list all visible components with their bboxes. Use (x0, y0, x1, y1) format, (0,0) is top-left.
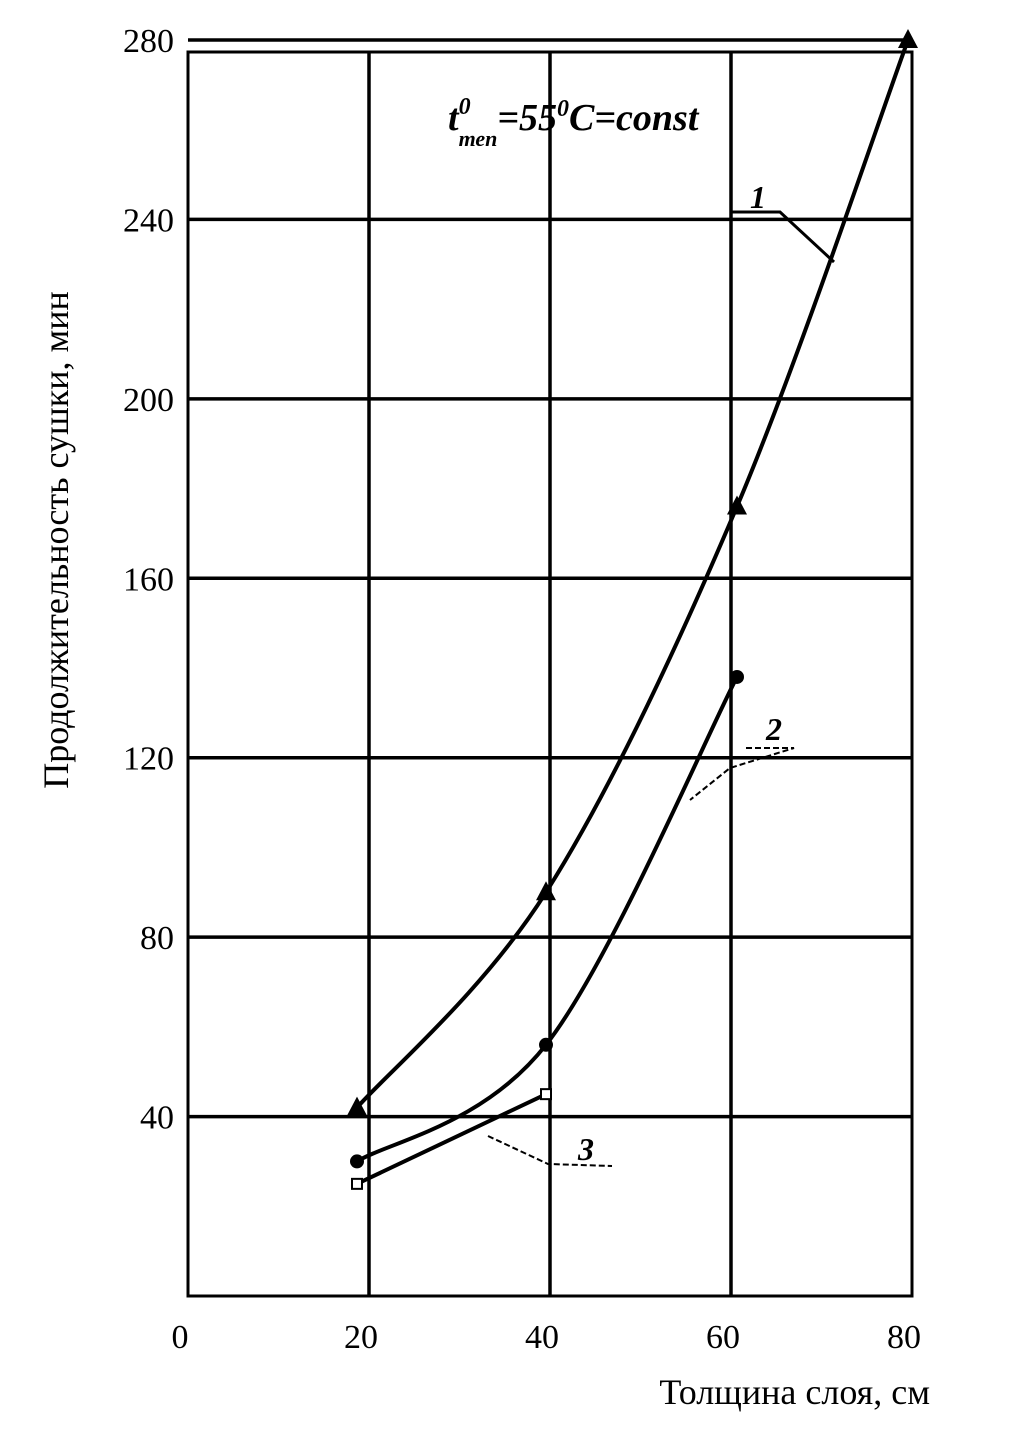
curves (355, 39, 910, 1186)
y-axis-title: Продолжительность сушки, мин (36, 291, 76, 789)
series-2-point (539, 1037, 553, 1052)
series-3-point (351, 1177, 363, 1190)
tick-labels: 0 20 40 60 80 40 80 120 160 200 240 280 (123, 23, 921, 1356)
leader-2 (689, 747, 795, 801)
series-1-point (347, 1096, 367, 1116)
leader-3 (487, 1135, 613, 1167)
y-tick-label: 40 (140, 1100, 174, 1137)
series-2-point (350, 1154, 364, 1169)
y-tick-label: 280 (123, 23, 174, 60)
curve-label-2: 2 (765, 711, 782, 747)
series-3-line (356, 1092, 547, 1186)
y-tick-label: 200 (123, 382, 174, 419)
label-leaders (487, 210, 836, 1167)
x-tick-label: 0 (172, 1319, 189, 1356)
x-axis-title: Толщина слоя, см (659, 1372, 930, 1412)
series-1-line (355, 39, 910, 1109)
leader-1 (732, 210, 836, 264)
series-1-point (536, 881, 556, 901)
temperature-annotation: t0 теп=550C=const (448, 94, 700, 151)
series-2-point (730, 669, 744, 684)
y-tick-label: 240 (123, 202, 174, 239)
series-1-point (898, 29, 918, 48)
series-3-point (540, 1088, 552, 1101)
y-tick-label: 80 (140, 920, 174, 957)
x-tick-label: 40 (525, 1319, 559, 1356)
series-2-line (355, 676, 739, 1164)
x-tick-label: 60 (706, 1319, 740, 1356)
x-tick-label: 20 (344, 1319, 378, 1356)
series-1-point (727, 495, 747, 515)
curve-label-3: 3 (577, 1131, 594, 1167)
y-tick-label: 120 (123, 741, 174, 778)
grid (186, 38, 914, 1298)
y-tick-label: 160 (123, 561, 174, 598)
x-tick-label: 80 (887, 1319, 921, 1356)
curve-label-1: 1 (750, 179, 766, 215)
markers (347, 29, 918, 1190)
